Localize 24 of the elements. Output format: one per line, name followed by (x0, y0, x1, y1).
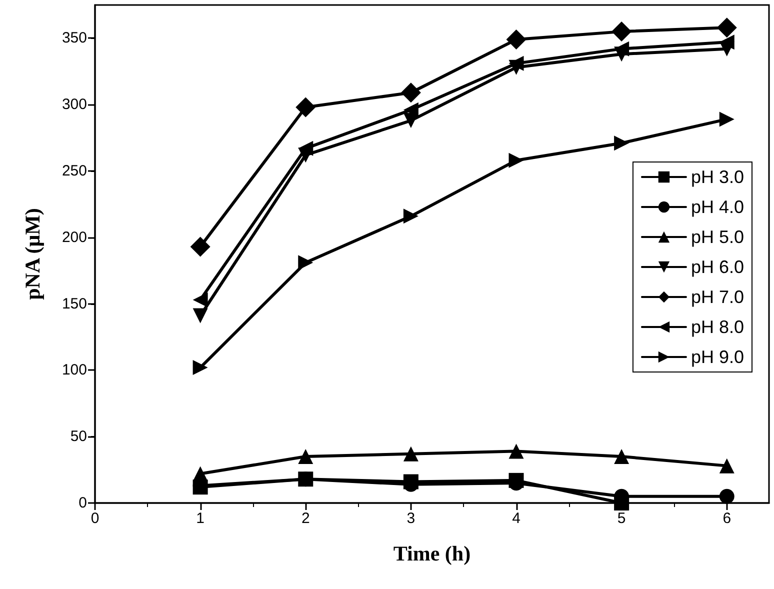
legend-label: pH 9.0 (690, 347, 744, 367)
y-tick-label: 250 (62, 162, 87, 180)
legend-label: pH 7.0 (690, 287, 744, 307)
y-tick-label: 350 (62, 30, 87, 47)
x-tick-label: 1 (196, 510, 204, 527)
y-tick-label: 150 (62, 295, 87, 312)
x-tick-label: 6 (722, 510, 732, 527)
x-tick-label: 4 (512, 510, 520, 527)
x-tick-label: 3 (406, 510, 416, 527)
x-tick-label: 5 (617, 510, 626, 527)
y-tick-label: 0 (78, 494, 87, 512)
x-tick-label: 0 (90, 510, 100, 527)
y-tick-label: 200 (62, 228, 87, 246)
legend-label: pH 5.0 (690, 227, 744, 247)
x-axis-title: Time (h) (393, 542, 471, 566)
legend-label: pH 6.0 (690, 257, 744, 277)
legend-label: pH 8.0 (690, 317, 744, 337)
x-tick-label: 2 (301, 510, 310, 527)
legend-label: pH 4.0 (690, 197, 744, 217)
y-tick-label: 50 (70, 428, 87, 446)
y-tick-label: 100 (62, 362, 87, 379)
y-axis-title: pNA (μM) (20, 208, 44, 300)
y-tick-label: 300 (62, 96, 87, 114)
legend-label: pH 3.0 (690, 167, 744, 187)
